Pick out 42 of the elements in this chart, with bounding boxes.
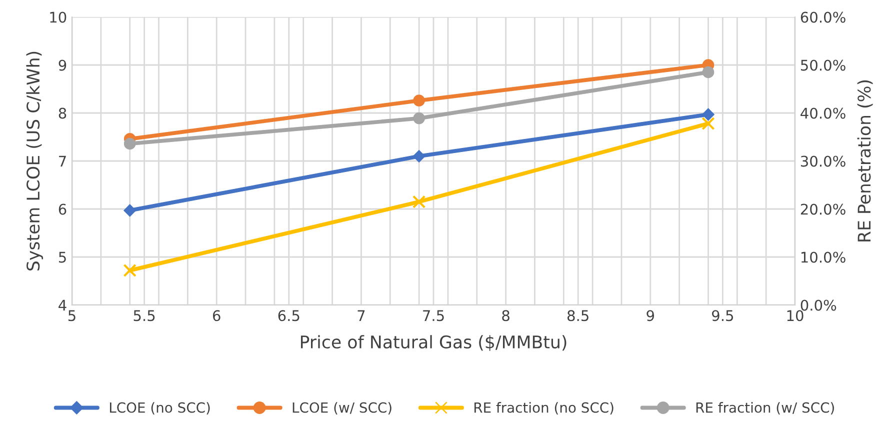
point: [702, 116, 715, 130]
x-tick-label: 6.5: [278, 310, 300, 322]
y2-tick-label: 50.0%: [800, 60, 846, 71]
x-tick-label: 10: [787, 310, 804, 322]
y-tick-label: 5: [58, 252, 66, 263]
y-tick-label: 7: [59, 156, 66, 167]
x-tick-label: 5.5: [134, 310, 155, 322]
x-tick-label: 6: [212, 310, 220, 322]
x-axis-title: Price of Natural Gas ($/MMBtu): [300, 335, 566, 351]
x-tick-label: 9: [646, 310, 654, 322]
y2-tick-label: 60.0%: [800, 12, 846, 23]
y2-axis-title: RE Penetration (%): [857, 80, 873, 242]
y2-tick-label: 10.0%: [801, 252, 846, 263]
point: [412, 150, 426, 162]
legend-label: RE fraction (no SCC): [474, 402, 614, 414]
x-tick-label: 7.5: [423, 310, 444, 322]
point: [124, 138, 136, 150]
x-tick-label: 9.5: [712, 310, 734, 322]
y2-tick-label: 40.0%: [800, 108, 846, 119]
x-tick-label: 8: [502, 310, 510, 322]
y-axis-title: System LCOE (US C/kWh): [26, 52, 44, 270]
point: [124, 204, 136, 217]
legend-label: LCOE (w/ SCC): [292, 402, 392, 414]
y2-tick-label: 0.0%: [800, 300, 836, 311]
legend-label: LCOE (no SCC): [110, 402, 210, 414]
legend-label: RE fraction (w/ SCC): [696, 402, 834, 414]
x-tick-label: 5: [68, 310, 76, 322]
y2-tick-label: 20.0%: [800, 204, 846, 215]
y-tick-label: 10: [50, 12, 66, 23]
y-tick-label: 6: [58, 204, 66, 215]
y2-tick-label: 30.0%: [800, 156, 846, 167]
y-tick-label: 9: [58, 60, 66, 71]
x-tick-label: 8.5: [567, 310, 588, 322]
point: [702, 108, 714, 121]
point: [123, 264, 136, 278]
point: [702, 66, 714, 78]
point: [413, 112, 425, 124]
x-tick-label: 7: [358, 310, 365, 321]
y-tick-label: 8: [58, 108, 66, 119]
point: [412, 195, 426, 208]
y-tick-label: 4: [58, 300, 66, 311]
point: [413, 94, 425, 106]
